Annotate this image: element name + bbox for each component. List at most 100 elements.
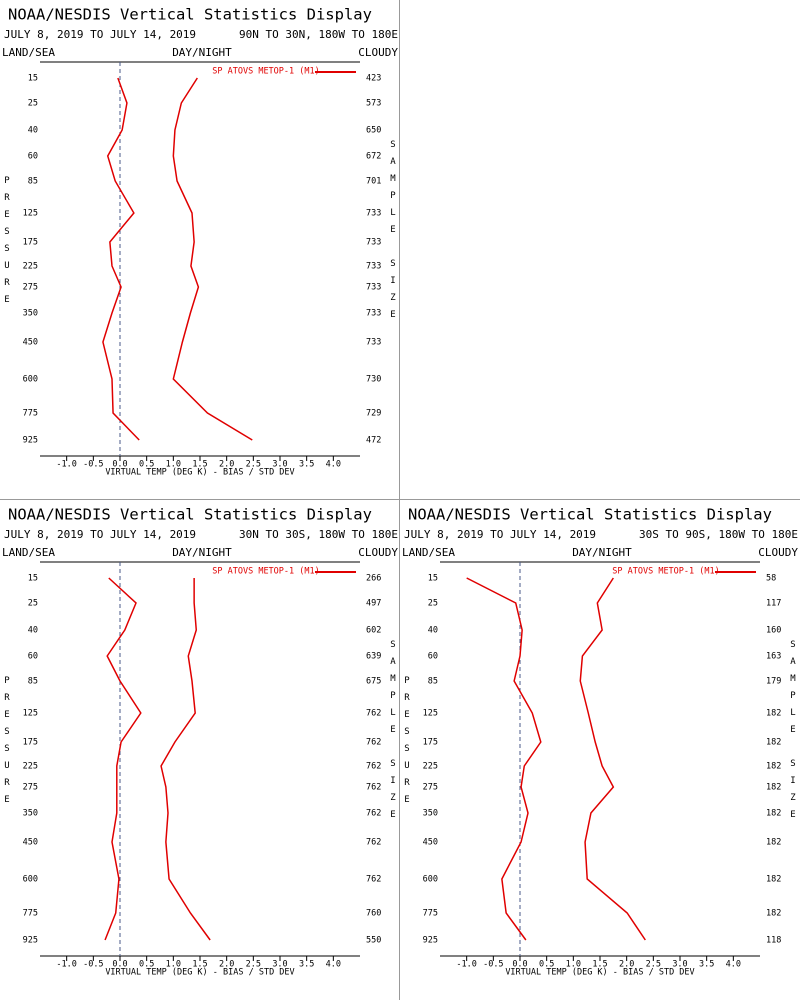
pressure-label: 175 bbox=[23, 238, 38, 248]
y-axis-label: PRESSURE bbox=[2, 676, 12, 812]
bias-line bbox=[102, 77, 140, 441]
land-sea: LAND/SEA bbox=[402, 546, 455, 559]
sample-size: 179 bbox=[766, 677, 781, 687]
x-tick-label: 4.0 bbox=[726, 960, 741, 970]
sample-size: 733 bbox=[366, 309, 381, 319]
chart: NOAA/NESDIS Vertical Statistics Display J… bbox=[402, 506, 798, 978]
pressure-label: 125 bbox=[423, 709, 438, 719]
pressure-label: 450 bbox=[23, 838, 38, 848]
sample-size: 182 bbox=[766, 762, 781, 772]
x-tick-label: 2.0 bbox=[619, 960, 634, 970]
chart-title: NOAA/NESDIS Vertical Statistics Display bbox=[8, 506, 372, 524]
sample-size: 733 bbox=[366, 262, 381, 272]
sample-size: 182 bbox=[766, 738, 781, 748]
chart-panel: NOAA/NESDIS Vertical Statistics Display J… bbox=[0, 0, 400, 500]
pressure-label: 600 bbox=[23, 875, 38, 885]
pressure-label: 40 bbox=[28, 126, 38, 136]
sample-size: 182 bbox=[766, 709, 781, 719]
x-tick-label: 1.5 bbox=[592, 960, 607, 970]
sample-size: 602 bbox=[366, 626, 381, 636]
chart-title: NOAA/NESDIS Vertical Statistics Display bbox=[408, 506, 772, 524]
sample-size: 497 bbox=[366, 599, 381, 609]
sample-size: 650 bbox=[366, 126, 381, 136]
separator bbox=[399, 0, 400, 1000]
pressure-label: 25 bbox=[28, 99, 38, 109]
region: 30S TO 90S, 180W TO 180E bbox=[639, 528, 798, 541]
sample-size: 675 bbox=[366, 677, 381, 687]
pressure-label: 225 bbox=[23, 762, 38, 772]
pressure-label: 925 bbox=[23, 936, 38, 946]
x-tick-label: 1.5 bbox=[192, 460, 207, 470]
pressure-label: 600 bbox=[423, 875, 438, 885]
separator bbox=[0, 499, 800, 500]
sample-size: 762 bbox=[366, 875, 381, 885]
x-tick-label: 3.5 bbox=[299, 460, 314, 470]
sample-size: 639 bbox=[366, 652, 381, 662]
sample-size: 733 bbox=[366, 283, 381, 293]
pressure-label: 175 bbox=[23, 738, 38, 748]
pressure-label: 25 bbox=[28, 599, 38, 609]
x-tick-label: 0.5 bbox=[139, 460, 154, 470]
x-tick-label: -0.5 bbox=[83, 960, 103, 970]
x-tick-label: 0.5 bbox=[139, 960, 154, 970]
sample-size: 760 bbox=[366, 909, 381, 919]
chart-title: NOAA/NESDIS Vertical Statistics Display bbox=[8, 6, 372, 24]
chart: NOAA/NESDIS Vertical Statistics Display J… bbox=[2, 6, 398, 478]
pressure-label: 600 bbox=[23, 375, 38, 385]
chart-panel: NOAA/NESDIS Vertical Statistics Display J… bbox=[400, 500, 800, 1000]
date-range: JULY 8, 2019 TO JULY 14, 2019 bbox=[4, 28, 196, 41]
sample-size: 117 bbox=[766, 599, 781, 609]
pressure-label: 40 bbox=[28, 626, 38, 636]
x-tick-label: 1.0 bbox=[166, 460, 181, 470]
x-tick-label: -1.0 bbox=[456, 960, 476, 970]
x-tick-label: 3.5 bbox=[299, 960, 314, 970]
pressure-label: 775 bbox=[423, 909, 438, 919]
pressure-label: 225 bbox=[23, 262, 38, 272]
sample-size: 701 bbox=[366, 177, 381, 187]
pressure-label: 275 bbox=[423, 783, 438, 793]
pressure-label: 125 bbox=[23, 209, 38, 219]
bias-line bbox=[104, 577, 142, 941]
sample-size: 762 bbox=[366, 783, 381, 793]
x-tick-label: 3.0 bbox=[272, 960, 287, 970]
land-sea: LAND/SEA bbox=[2, 546, 55, 559]
sample-size: 160 bbox=[766, 626, 781, 636]
sample-size: 550 bbox=[366, 936, 381, 946]
pressure-label: 125 bbox=[23, 709, 38, 719]
pressure-label: 85 bbox=[28, 177, 38, 187]
x-tick-label: 2.5 bbox=[246, 960, 261, 970]
sample-size: 733 bbox=[366, 238, 381, 248]
pressure-label: 15 bbox=[28, 574, 38, 584]
x-tick-label: 1.0 bbox=[566, 960, 581, 970]
x-tick-label: -1.0 bbox=[56, 960, 76, 970]
x-tick-label: -0.5 bbox=[83, 460, 103, 470]
sample-size: 118 bbox=[766, 936, 781, 946]
region: 90N TO 30N, 180W TO 180E bbox=[239, 28, 398, 41]
x-tick-label: 0.0 bbox=[112, 460, 127, 470]
y-axis-label: PRESSURE bbox=[402, 676, 412, 812]
day-night: DAY/NIGHT bbox=[172, 46, 232, 59]
x-axis-label: VIRTUAL TEMP (DEG K) - BIAS / STD DEV bbox=[105, 968, 294, 978]
x-tick-label: 3.0 bbox=[272, 460, 287, 470]
x-tick-label: -1.0 bbox=[56, 460, 76, 470]
sample-size: 762 bbox=[366, 809, 381, 819]
cloudy: CLOUDY bbox=[358, 46, 398, 59]
pressure-label: 275 bbox=[23, 283, 38, 293]
sample-size: 182 bbox=[766, 783, 781, 793]
pressure-label: 350 bbox=[23, 309, 38, 319]
cloudy: CLOUDY bbox=[758, 546, 798, 559]
sample-size: 729 bbox=[366, 409, 381, 419]
pressure-label: 450 bbox=[423, 838, 438, 848]
region: 30N TO 30S, 180W TO 180E bbox=[239, 528, 398, 541]
x-tick-label: 4.0 bbox=[326, 960, 341, 970]
std-dev-line bbox=[160, 578, 211, 941]
y2-axis-label: SAMPLE SIZE bbox=[388, 640, 398, 827]
pressure-label: 450 bbox=[23, 338, 38, 348]
x-axis-label: VIRTUAL TEMP (DEG K) - BIAS / STD DEV bbox=[505, 968, 694, 978]
sample-size: 762 bbox=[366, 738, 381, 748]
x-tick-label: 0.0 bbox=[112, 960, 127, 970]
sample-size: 423 bbox=[366, 74, 381, 84]
y-axis-label: PRESSURE bbox=[2, 176, 12, 312]
pressure-label: 275 bbox=[23, 783, 38, 793]
